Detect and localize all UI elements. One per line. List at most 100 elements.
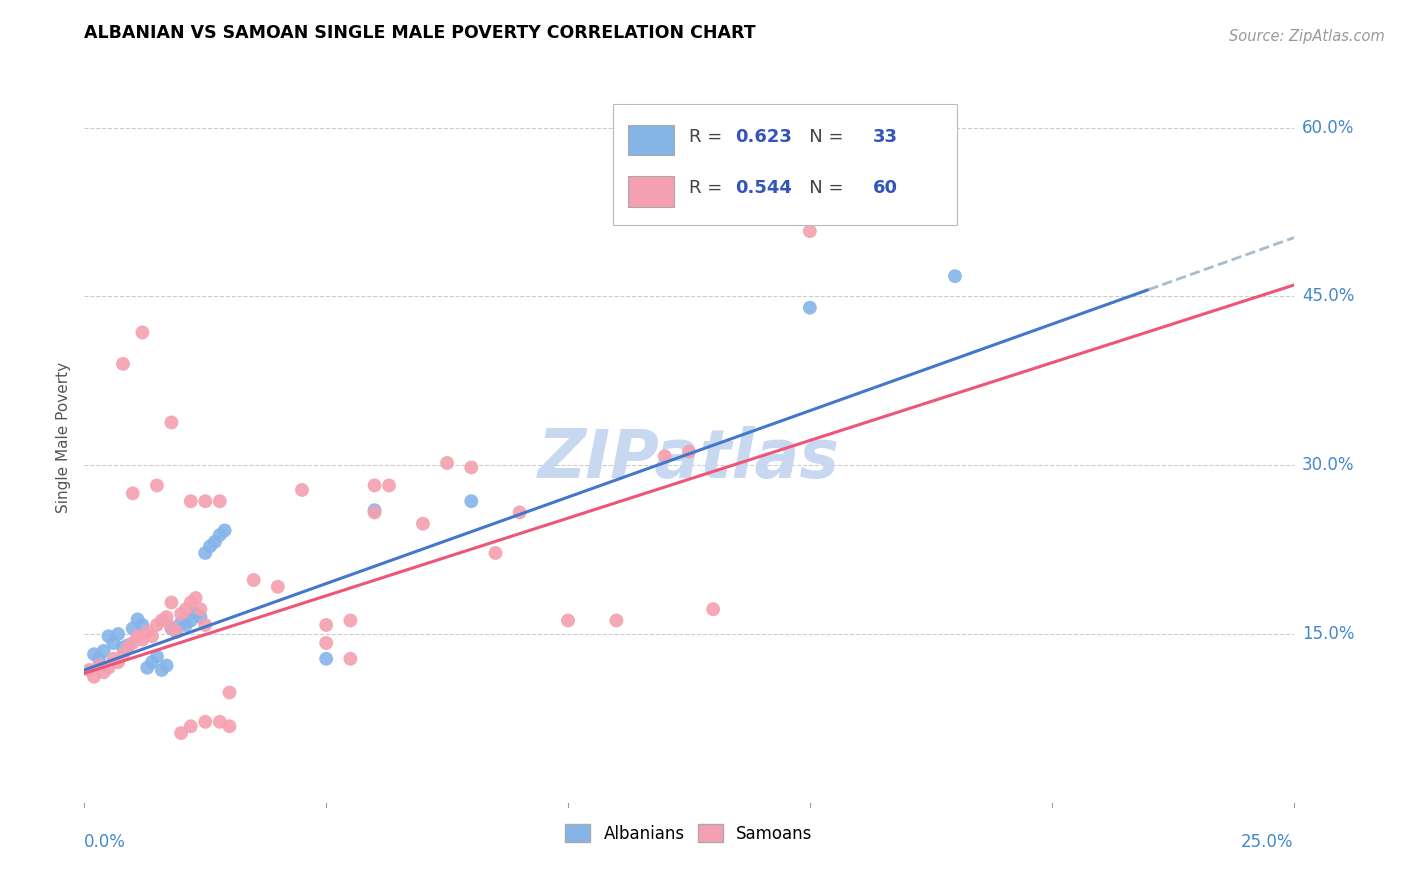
Point — [208, 714, 231, 729]
Point — [678, 444, 700, 458]
Point — [509, 506, 531, 520]
Point — [460, 494, 482, 508]
Point — [799, 301, 821, 315]
Point — [127, 612, 149, 626]
Point — [87, 652, 110, 666]
Point — [174, 618, 197, 632]
Bar — [628, 176, 675, 207]
Point — [208, 494, 231, 508]
Text: Source: ZipAtlas.com: Source: ZipAtlas.com — [1229, 29, 1385, 44]
Point — [87, 658, 110, 673]
Point — [378, 478, 401, 492]
Text: 33: 33 — [873, 128, 898, 146]
Text: 30.0%: 30.0% — [1302, 456, 1354, 475]
Y-axis label: Single Male Poverty: Single Male Poverty — [56, 361, 72, 513]
Text: 60: 60 — [873, 179, 898, 197]
Point — [412, 516, 434, 531]
Point — [117, 640, 139, 655]
Point — [165, 624, 187, 639]
Point — [112, 357, 135, 371]
Point — [83, 647, 105, 661]
Point — [291, 483, 314, 497]
Point — [146, 478, 169, 492]
Point — [214, 524, 236, 538]
Point — [194, 714, 217, 729]
Point — [117, 638, 139, 652]
Point — [93, 665, 115, 680]
Point — [315, 618, 337, 632]
Point — [267, 580, 290, 594]
Point — [170, 607, 193, 621]
Point — [107, 627, 129, 641]
Point — [131, 326, 153, 340]
Point — [150, 663, 173, 677]
Point — [184, 591, 207, 605]
Point — [204, 534, 226, 549]
Bar — [628, 125, 675, 155]
Point — [194, 618, 217, 632]
Point — [146, 618, 169, 632]
Point — [218, 685, 240, 699]
Point — [83, 670, 105, 684]
Point — [160, 621, 183, 635]
Point — [121, 636, 143, 650]
Point — [150, 614, 173, 628]
Point — [107, 655, 129, 669]
Point — [198, 539, 221, 553]
Point — [605, 614, 627, 628]
Point — [121, 621, 143, 635]
Point — [131, 618, 153, 632]
Point — [436, 456, 458, 470]
Point — [180, 614, 202, 628]
Point — [339, 614, 361, 628]
Point — [190, 610, 212, 624]
Point — [180, 494, 202, 508]
Point — [136, 661, 159, 675]
Point — [127, 629, 149, 643]
Point — [97, 661, 120, 675]
Point — [170, 615, 193, 630]
Text: N =: N = — [792, 128, 849, 146]
Text: R =: R = — [689, 128, 728, 146]
Point — [208, 528, 231, 542]
Point — [141, 655, 163, 669]
Point — [97, 629, 120, 643]
Point — [180, 595, 202, 609]
Point — [103, 652, 125, 666]
Point — [141, 629, 163, 643]
Text: R =: R = — [689, 179, 728, 197]
Text: ZIPatlas: ZIPatlas — [538, 426, 839, 492]
Point — [557, 614, 579, 628]
Point — [702, 602, 724, 616]
FancyBboxPatch shape — [613, 104, 957, 225]
Point — [131, 632, 153, 647]
Point — [160, 595, 183, 609]
Point — [170, 726, 193, 740]
Point — [363, 506, 385, 520]
Text: N =: N = — [792, 179, 849, 197]
Point — [484, 546, 506, 560]
Text: 0.623: 0.623 — [735, 128, 792, 146]
Point — [799, 224, 821, 238]
Point — [174, 602, 197, 616]
Text: 0.544: 0.544 — [735, 179, 792, 197]
Point — [165, 624, 187, 639]
Text: 25.0%: 25.0% — [1241, 833, 1294, 851]
Point — [112, 640, 135, 655]
Point — [155, 610, 177, 624]
Point — [136, 624, 159, 639]
Point — [315, 636, 337, 650]
Point — [315, 652, 337, 666]
Text: 15.0%: 15.0% — [1302, 625, 1354, 643]
Point — [339, 652, 361, 666]
Point — [112, 647, 135, 661]
Point — [194, 546, 217, 560]
Text: 45.0%: 45.0% — [1302, 287, 1354, 305]
Point — [146, 649, 169, 664]
Point — [103, 636, 125, 650]
Point — [194, 494, 217, 508]
Point — [190, 602, 212, 616]
Text: 0.0%: 0.0% — [84, 833, 127, 851]
Point — [184, 607, 207, 621]
Point — [654, 449, 676, 463]
